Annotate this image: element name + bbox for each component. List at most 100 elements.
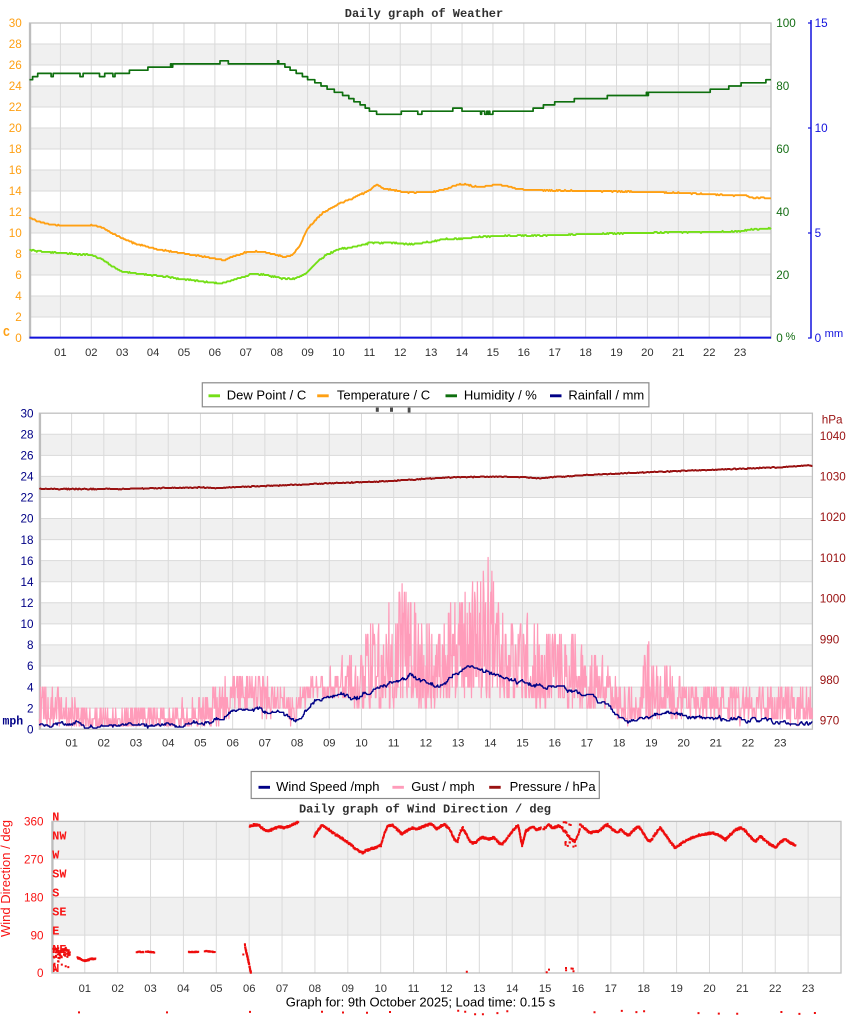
svg-text:11: 11 — [408, 983, 420, 995]
svg-text:20: 20 — [703, 983, 715, 995]
svg-text:14: 14 — [456, 347, 468, 359]
svg-text:0: 0 — [776, 332, 783, 345]
svg-text:26: 26 — [9, 59, 22, 72]
svg-text:40: 40 — [776, 206, 790, 219]
svg-text:5: 5 — [815, 227, 822, 240]
svg-text:26: 26 — [20, 450, 33, 463]
svg-text:Graph for: 9th October 2025; L: Graph for: 9th October 2025; Load time: … — [286, 995, 556, 1010]
svg-text:12: 12 — [394, 347, 406, 359]
svg-text:01: 01 — [54, 347, 66, 359]
svg-text:22: 22 — [20, 492, 33, 505]
svg-text:0: 0 — [37, 967, 44, 980]
svg-text:16: 16 — [572, 983, 584, 995]
svg-text:Pressure / hPa: Pressure / hPa — [510, 779, 597, 794]
svg-text:980: 980 — [820, 674, 840, 687]
svg-text:17: 17 — [581, 738, 593, 750]
svg-text:18: 18 — [579, 347, 591, 359]
svg-text:S: S — [52, 886, 59, 900]
svg-text:19: 19 — [645, 738, 657, 750]
svg-text:10: 10 — [332, 347, 344, 359]
svg-text:23: 23 — [774, 738, 786, 750]
svg-text:360: 360 — [24, 816, 44, 829]
svg-text:8: 8 — [15, 248, 22, 261]
svg-text:20: 20 — [641, 347, 653, 359]
svg-text:09: 09 — [342, 983, 354, 995]
svg-text:180: 180 — [24, 891, 44, 904]
svg-text:%: % — [786, 331, 796, 343]
svg-text:14: 14 — [484, 738, 496, 750]
svg-text:Wind Speed /mph: Wind Speed /mph — [276, 779, 379, 794]
svg-text:04: 04 — [177, 983, 189, 995]
svg-text:07: 07 — [276, 983, 288, 995]
svg-text:01: 01 — [79, 983, 91, 995]
svg-text:8: 8 — [27, 639, 34, 652]
svg-text:16: 16 — [548, 738, 560, 750]
svg-text:970: 970 — [820, 715, 840, 728]
svg-text:07: 07 — [259, 738, 271, 750]
svg-text:23: 23 — [802, 983, 814, 995]
svg-text:16: 16 — [20, 555, 33, 568]
svg-text:06: 06 — [243, 983, 255, 995]
svg-text:30: 30 — [20, 407, 34, 420]
svg-text:30: 30 — [9, 17, 23, 30]
svg-text:2: 2 — [27, 702, 34, 715]
svg-text:13: 13 — [473, 983, 485, 995]
svg-text:04: 04 — [162, 738, 174, 750]
svg-text:24: 24 — [9, 80, 23, 93]
svg-text:mph: mph — [3, 716, 24, 729]
svg-text:23: 23 — [734, 347, 746, 359]
svg-text:24: 24 — [20, 471, 34, 484]
svg-text:W: W — [52, 849, 60, 863]
svg-text:Temperature / C: Temperature / C — [337, 388, 430, 403]
svg-text:21: 21 — [710, 738, 722, 750]
svg-text:22: 22 — [703, 347, 715, 359]
svg-text:02: 02 — [98, 738, 110, 750]
svg-text:05: 05 — [210, 983, 222, 995]
svg-text:Dew Point / C: Dew Point / C — [227, 388, 306, 403]
svg-text:17: 17 — [548, 347, 560, 359]
svg-text:10: 10 — [355, 738, 367, 750]
svg-text:11: 11 — [364, 347, 376, 359]
svg-text:08: 08 — [309, 983, 321, 995]
svg-text:4: 4 — [15, 290, 22, 303]
svg-text:20: 20 — [677, 738, 689, 750]
svg-text:1040: 1040 — [820, 430, 847, 443]
svg-text:Humidity / %: Humidity / % — [464, 388, 537, 403]
svg-text:05: 05 — [194, 738, 206, 750]
svg-text:20: 20 — [20, 513, 34, 526]
svg-text:12: 12 — [9, 206, 22, 219]
svg-text:10: 10 — [815, 122, 829, 135]
svg-text:13: 13 — [425, 347, 437, 359]
svg-text:90: 90 — [30, 929, 44, 942]
svg-text:14: 14 — [506, 983, 518, 995]
svg-text:01: 01 — [65, 738, 77, 750]
svg-text:09: 09 — [323, 738, 335, 750]
svg-text:20: 20 — [9, 122, 23, 135]
svg-text:17: 17 — [605, 983, 617, 995]
svg-text:16: 16 — [518, 347, 530, 359]
svg-text:14: 14 — [20, 576, 34, 589]
svg-text:1020: 1020 — [820, 511, 847, 524]
svg-text:15: 15 — [487, 347, 499, 359]
svg-text:18: 18 — [613, 738, 625, 750]
svg-text:09: 09 — [301, 347, 313, 359]
svg-text:22: 22 — [9, 101, 22, 114]
svg-text:15: 15 — [516, 738, 528, 750]
svg-text:18: 18 — [20, 534, 33, 547]
svg-text:22: 22 — [742, 738, 754, 750]
svg-text:15: 15 — [815, 17, 829, 30]
svg-text:16: 16 — [9, 164, 22, 177]
svg-text:80: 80 — [776, 80, 790, 93]
svg-text:05: 05 — [178, 347, 190, 359]
svg-text:Wind Direction / deg: Wind Direction / deg — [0, 820, 13, 937]
svg-text:11: 11 — [388, 738, 400, 750]
svg-text:Rainfall / mm: Rainfall / mm — [568, 388, 644, 403]
svg-text:C: C — [3, 327, 10, 340]
svg-text:08: 08 — [291, 738, 303, 750]
svg-text:08: 08 — [270, 347, 282, 359]
svg-text:14: 14 — [9, 185, 23, 198]
svg-text:20: 20 — [776, 269, 790, 282]
svg-text:990: 990 — [820, 633, 840, 646]
svg-text:21: 21 — [736, 983, 748, 995]
svg-text:Daily graph of Weather: Daily graph of Weather — [345, 7, 503, 21]
